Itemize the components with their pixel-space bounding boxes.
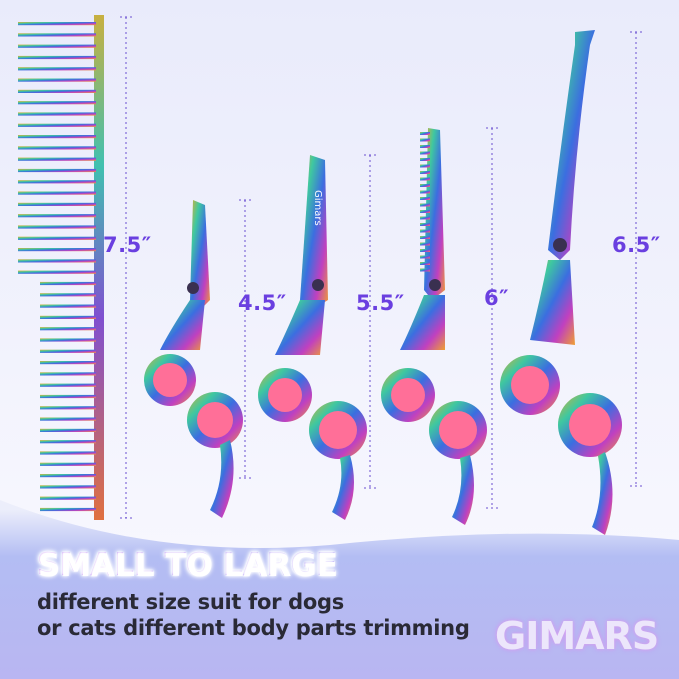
comb-tooth [18, 78, 96, 82]
thinning-tooth [420, 210, 430, 213]
thinning-shears-length-label: 6″ [484, 286, 509, 310]
medium-scissors-length-label: 5.5″ [356, 291, 405, 315]
comb-tooth [40, 428, 96, 432]
small-scissors [144, 200, 243, 518]
thinning-tooth [420, 262, 430, 265]
thinning-tooth [420, 164, 430, 168]
comb-tooth [18, 67, 96, 71]
comb-tooth [18, 89, 96, 93]
thinning-tooth [420, 132, 430, 135]
comb-tooth [18, 135, 96, 139]
small-scissors-length-label: 4.5″ [238, 291, 287, 315]
comb-tooth [40, 406, 96, 410]
thinning-tooth [420, 197, 430, 200]
comb-tooth [18, 168, 96, 173]
thinning-tooth [420, 223, 430, 226]
thinning-tooth [420, 184, 430, 187]
comb-tooth [18, 214, 96, 218]
comb-tooth [18, 236, 96, 240]
headline: SMALL TO LARGE [37, 547, 337, 583]
thinning-tooth [420, 268, 430, 272]
comb-tooth [40, 349, 96, 353]
medium-scissors: Gimars [258, 155, 367, 520]
comb-tooth [40, 394, 96, 399]
thinning-tooth [420, 242, 430, 246]
comb-tooth [40, 451, 96, 455]
thinning-tooth [420, 236, 430, 239]
comb-tooth [40, 338, 96, 342]
thinning-tooth [420, 138, 430, 142]
comb-tooth [40, 417, 96, 421]
comb-tooth [18, 101, 96, 105]
comb-tooth [40, 440, 96, 444]
comb-tooth [40, 507, 96, 512]
thinning-tooth [420, 151, 430, 155]
comb-tooth [40, 281, 96, 286]
comb-tooth [40, 327, 96, 331]
thinning-tooth [420, 255, 430, 259]
thinning-tooth [420, 229, 430, 233]
thinning-tooth [420, 216, 430, 220]
comb-tooth [18, 180, 96, 184]
thinning-tooth [420, 190, 430, 194]
thinning-tooth [420, 203, 430, 207]
comb-tooth [40, 485, 96, 489]
engraving-text: Gimars [312, 190, 323, 226]
comb-tooth [18, 112, 96, 116]
comb-tooth [18, 55, 96, 60]
comb-tooth [18, 33, 96, 37]
comb-length-label: 7.5″ [103, 233, 152, 257]
comb-tooth [40, 462, 96, 466]
comb-tooth [40, 304, 96, 308]
comb-tooth [18, 157, 96, 161]
comb-tooth [18, 202, 96, 206]
thinning-tooth [420, 145, 430, 148]
comb [18, 15, 104, 520]
brand-logo: GIMARS [495, 614, 659, 658]
comb-tooth [40, 293, 96, 297]
comb-tooth [18, 123, 96, 127]
comb-tooth [40, 372, 96, 376]
thinning-shears [381, 128, 487, 525]
curved-scissors [500, 30, 622, 535]
comb-tooth [40, 383, 96, 387]
comb-tooth [40, 474, 96, 478]
comb-tooth [40, 361, 96, 365]
subtitle-line-1: different size suit for dogs [37, 590, 344, 614]
comb-tooth [18, 270, 96, 274]
background-wave [0, 0, 679, 548]
thinning-tooth [420, 171, 430, 174]
dimension-lines [120, 16, 642, 519]
comb-tooth [18, 259, 96, 263]
comb-tooth [40, 496, 96, 500]
comb-tooth [18, 248, 96, 252]
thinning-tooth [420, 249, 430, 252]
thinning-tooth [420, 158, 430, 161]
comb-tooth [40, 315, 96, 319]
comb-tooth [18, 22, 96, 26]
subtitle-line-2: or cats different body parts trimming [37, 616, 470, 640]
comb-tooth [18, 146, 96, 150]
comb-tooth [18, 225, 96, 229]
thinning-tooth [420, 177, 430, 181]
comb-tooth [18, 44, 96, 48]
curved-scissors-length-label: 6.5″ [612, 233, 661, 257]
comb-tooth [18, 191, 96, 195]
